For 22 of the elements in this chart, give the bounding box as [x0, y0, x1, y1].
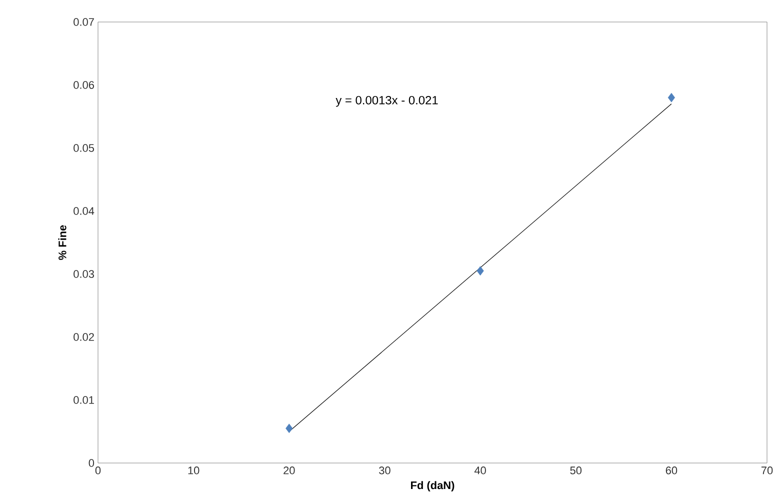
y-tick-label: 0.01: [74, 396, 94, 404]
y-tick-label: 0.03: [74, 270, 94, 278]
y-tick-label: 0.04: [74, 207, 94, 216]
annotation: y = 0.0013x - 0.021: [336, 96, 438, 107]
y-axis-title: % Fine: [58, 225, 66, 260]
x-tick-label: 10: [188, 466, 200, 474]
point: [476, 266, 484, 276]
y-tick-label: 0.05: [74, 144, 94, 152]
y-tick-label: 0.02: [74, 333, 94, 342]
y-tick-label: 0: [88, 459, 94, 468]
x-tick-label: 60: [666, 466, 678, 474]
x-tick-label: 20: [284, 466, 295, 474]
x-tick-label: 40: [474, 466, 486, 474]
y-tick-label: 0.06: [74, 81, 94, 90]
point: [668, 93, 675, 102]
point: [286, 424, 293, 434]
y-tick-label: 0.07: [74, 18, 94, 26]
x-tick-label: 0: [95, 466, 101, 474]
x-tick-label: 70: [761, 466, 773, 474]
x-axis-title: Fd (daN): [411, 481, 454, 492]
x-tick-label: 30: [379, 466, 390, 474]
x-tick-label: 50: [570, 466, 582, 474]
